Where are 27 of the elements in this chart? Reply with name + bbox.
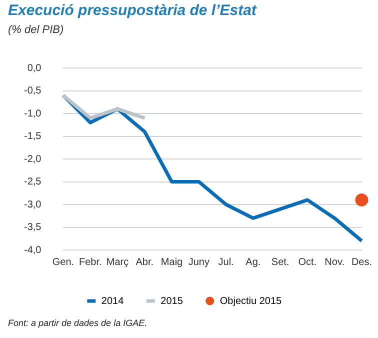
- legend-label: 2014: [101, 296, 124, 307]
- legend-label: 2015: [160, 296, 184, 307]
- y-tick-label: -1,0: [24, 108, 42, 120]
- chart-title: Execució pressupostària de l’Estat: [8, 2, 256, 19]
- y-tick-label: -1,5: [24, 131, 42, 142]
- legend-label: Objectiu 2015: [220, 296, 282, 307]
- y-tick-label: -3,0: [24, 199, 42, 210]
- x-tick-label: Nov.: [324, 256, 344, 268]
- y-tick-label: 0,0: [27, 62, 42, 74]
- y-tick-label: -2,0: [24, 154, 42, 165]
- x-tick-label: Maig: [160, 256, 183, 268]
- y-tick-label: -3,5: [24, 222, 42, 233]
- y-tick-label: -2,5: [24, 176, 42, 188]
- x-tick-label: Gen.: [52, 256, 74, 268]
- x-tick-label: Des.: [351, 256, 372, 268]
- text: Font: a partir de dades de la IGAE.: [8, 318, 148, 328]
- x-tick-label: Set.: [271, 256, 290, 268]
- x-tick-label: Juny: [188, 256, 210, 268]
- y-tick-label: -0,5: [24, 86, 42, 96]
- x-tick-label: Febr.: [78, 256, 102, 268]
- x-tick-label: Abr.: [136, 256, 154, 268]
- y-tick-label: -4,0: [24, 244, 42, 256]
- x-tick-label: Ag.: [246, 256, 261, 268]
- chart-subtitle: (% del PIB): [8, 24, 64, 36]
- x-tick-label: Març: [106, 256, 129, 268]
- x-tick-label: Oct.: [298, 256, 317, 268]
- x-tick-label: Jul.: [218, 256, 234, 268]
